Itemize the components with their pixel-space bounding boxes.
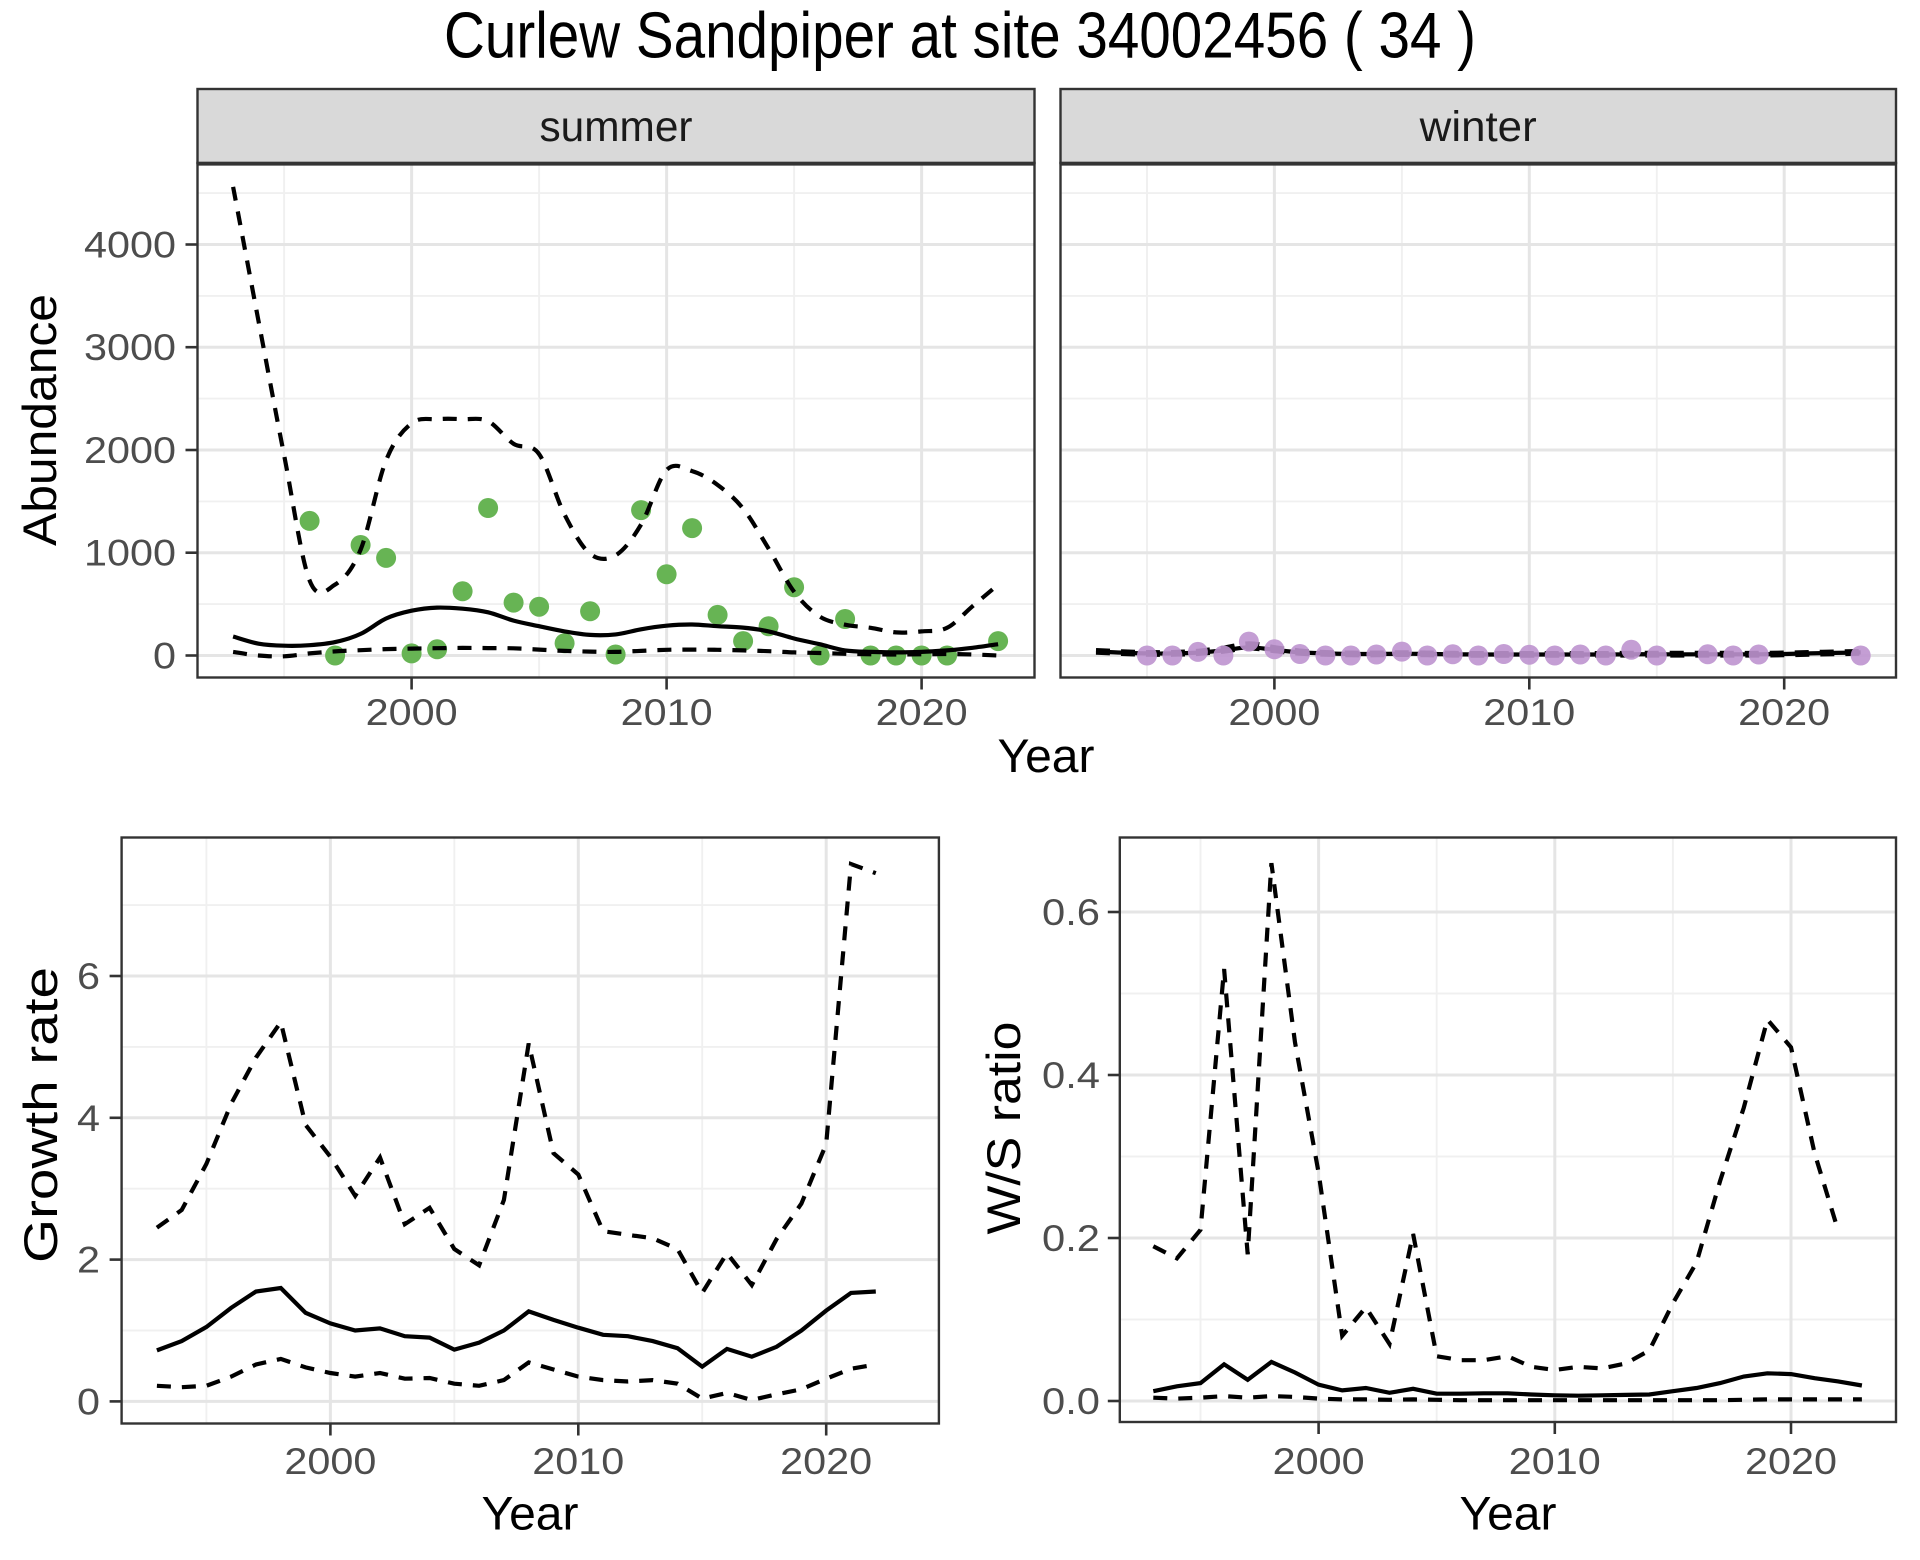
svg-text:2010: 2010 (1509, 1441, 1601, 1482)
svg-text:2010: 2010 (532, 1441, 624, 1482)
svg-text:0.4: 0.4 (1042, 1055, 1100, 1096)
svg-text:0: 0 (77, 1381, 100, 1422)
svg-text:Year: Year (1460, 1487, 1557, 1540)
svg-text:2000: 2000 (366, 692, 458, 733)
svg-text:2000: 2000 (1228, 692, 1320, 733)
svg-text:2000: 2000 (84, 430, 176, 471)
svg-text:0.2: 0.2 (1042, 1218, 1100, 1259)
svg-text:2: 2 (77, 1240, 100, 1281)
svg-text:0: 0 (153, 636, 176, 677)
svg-text:2020: 2020 (1745, 1441, 1837, 1482)
svg-text:2010: 2010 (621, 692, 713, 733)
svg-text:0.0: 0.0 (1042, 1381, 1100, 1422)
svg-text:4000: 4000 (84, 225, 176, 266)
svg-text:2020: 2020 (780, 1441, 872, 1482)
svg-text:2020: 2020 (1738, 692, 1830, 733)
svg-text:2000: 2000 (284, 1441, 376, 1482)
svg-text:1000: 1000 (84, 533, 176, 574)
svg-text:2000: 2000 (1273, 1441, 1365, 1482)
svg-text:3000: 3000 (84, 327, 176, 368)
svg-text:summer: summer (540, 104, 693, 151)
svg-text:4: 4 (77, 1098, 100, 1139)
svg-text:2010: 2010 (1483, 692, 1575, 733)
svg-text:Growth rate: Growth rate (14, 967, 67, 1263)
svg-text:6: 6 (77, 956, 100, 997)
svg-text:Year: Year (998, 729, 1095, 782)
svg-text:2020: 2020 (876, 692, 968, 733)
svg-text:Curlew Sandpiper at site 34002: Curlew Sandpiper at site 34002456 ( 34 ) (444, 0, 1476, 72)
svg-text:0.6: 0.6 (1042, 892, 1100, 933)
svg-text:W/S ratio: W/S ratio (977, 1022, 1030, 1235)
svg-text:winter: winter (1419, 104, 1537, 151)
svg-text:Year: Year (482, 1487, 579, 1540)
svg-text:Abundance: Abundance (13, 294, 66, 546)
